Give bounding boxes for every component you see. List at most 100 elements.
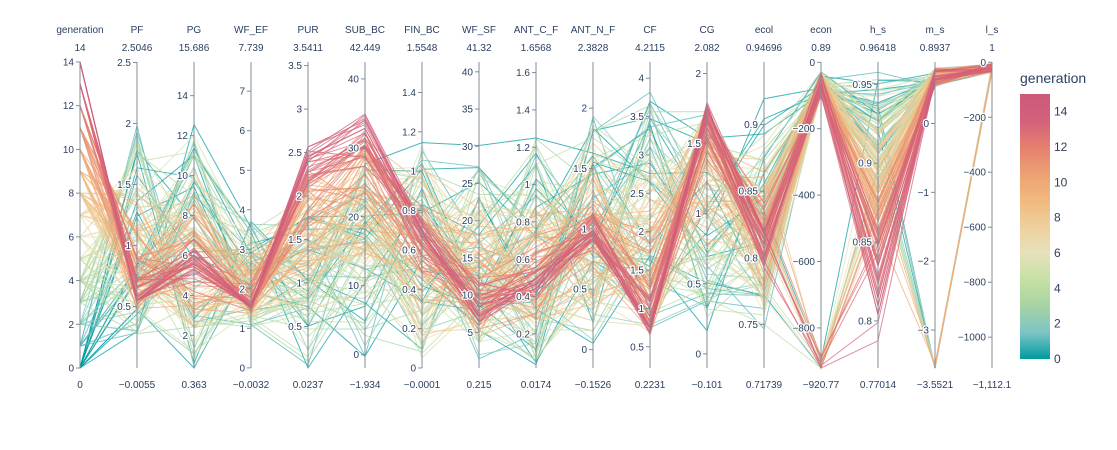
tick-label: 2 bbox=[695, 69, 701, 80]
tick-label: 3.5 bbox=[630, 112, 644, 123]
axis-min-label: −0.0032 bbox=[233, 380, 270, 391]
tick-label: 12 bbox=[63, 101, 75, 112]
tick-label: 0.8 bbox=[516, 217, 530, 228]
axis-max-label: 2.5046 bbox=[122, 43, 153, 54]
axis-min-label: 0.0237 bbox=[293, 380, 324, 391]
axis-min-label: 0.2231 bbox=[635, 380, 666, 391]
colorbar-tick-label: 2 bbox=[1054, 317, 1061, 331]
axis-generation: generation 14 00 2 4 6 8 10 12 14 bbox=[56, 25, 103, 391]
axis-min-label: 0.0174 bbox=[521, 380, 552, 391]
tick-label: 2.5 bbox=[288, 148, 302, 159]
tick-label: 2.5 bbox=[630, 189, 644, 200]
tick-label: 10 bbox=[177, 171, 189, 182]
tick-label: 0.5 bbox=[687, 279, 701, 290]
tick-label: 0 bbox=[923, 119, 929, 130]
tick-label: 0.8 bbox=[402, 206, 416, 217]
tick-label: 30 bbox=[462, 142, 474, 153]
tick-label: −800 bbox=[792, 323, 815, 334]
tick-label: 2 bbox=[581, 104, 587, 115]
tick-label: 0 bbox=[239, 363, 245, 374]
tick-label: 6 bbox=[68, 232, 74, 243]
tick-label: 3 bbox=[638, 150, 644, 161]
axis-max-label: 4.2115 bbox=[635, 43, 665, 54]
colorbar-tick-label: 6 bbox=[1054, 246, 1061, 260]
tick-label: 4 bbox=[239, 205, 245, 216]
axis-title: WF_EF bbox=[234, 25, 268, 36]
tick-label: 0.5 bbox=[288, 322, 302, 333]
axis-min-label: 0.77014 bbox=[860, 380, 897, 391]
tick-label: 1 bbox=[638, 304, 644, 315]
tick-label: 1 bbox=[239, 324, 245, 335]
tick-label: 1 bbox=[410, 167, 416, 178]
axis-title: econ bbox=[810, 25, 832, 36]
axis-ant-n-f: ANT_N_F 2.3828 −0.1526 0 0.5 1 1.5 2 bbox=[571, 25, 615, 391]
axis-max-label: 0.94696 bbox=[746, 43, 783, 54]
tick-label: 12 bbox=[177, 131, 189, 142]
axis-title: PUR bbox=[297, 25, 318, 36]
colorbar-tick-label: 8 bbox=[1054, 211, 1061, 225]
tick-label: −3 bbox=[918, 325, 930, 336]
axis-wf-sf: WF_SF 41.32 0.215 5 10 15 20 25 30 35 40 bbox=[461, 25, 496, 391]
tick-label: −1000 bbox=[958, 333, 987, 344]
tick-label: 7 bbox=[239, 87, 245, 98]
tick-label: 0.2 bbox=[402, 324, 416, 335]
colorbar-tick-label: 14 bbox=[1054, 105, 1068, 119]
colorbar-tick-label: 12 bbox=[1054, 140, 1068, 154]
tick-label: 0 bbox=[68, 364, 74, 375]
axis-max-label: 41.32 bbox=[466, 43, 491, 54]
colorbar: generation 0 2 4 6 8 10 12 14 bbox=[1020, 70, 1086, 366]
axis-ecol: ecol 0.94696 0.71739 0.75 0.8 0.85 0.9 bbox=[737, 25, 783, 391]
axis-max-label: 1.5548 bbox=[407, 43, 438, 54]
tick-label: −1 bbox=[918, 188, 930, 199]
tick-label: 2 bbox=[638, 227, 644, 238]
axis-fin-bc: FIN_BC 1.5548 −0.0001 0 0.2 0.4 0.6 0.8 1 1.2 1.4 bbox=[401, 25, 441, 391]
axis-min-label: −0.0001 bbox=[404, 380, 441, 391]
axis-m-s: m_s 0.8937 −3.5521 −3 −2 −1 0 bbox=[916, 25, 953, 391]
tick-label: 6 bbox=[182, 251, 188, 262]
tick-label: 0.85 bbox=[739, 187, 759, 198]
tick-label: −600 bbox=[792, 257, 815, 268]
axis-max-label: 0.8937 bbox=[920, 43, 951, 54]
axis-wf-ef: WF_EF 7.739 −0.0032 0 1 2 3 4 5 6 7 bbox=[233, 25, 270, 391]
colorbar-ticks: 0 2 4 6 8 10 12 14 bbox=[1054, 105, 1068, 366]
axis-ant-c-f: ANT_C_F 1.6568 0.0174 0.2 0.4 0.6 0.8 1 1.2 1.4 1.… bbox=[514, 25, 558, 391]
tick-label: 40 bbox=[462, 67, 474, 78]
tick-label: 1.2 bbox=[516, 143, 530, 154]
tick-label: 1.6 bbox=[516, 68, 530, 79]
tick-label: 1.2 bbox=[402, 127, 416, 138]
tick-label: 1.4 bbox=[402, 88, 416, 99]
tick-label: 0 bbox=[410, 363, 416, 374]
axis-title: FIN_BC bbox=[404, 25, 440, 36]
tick-label: 40 bbox=[348, 74, 360, 85]
tick-label: 0.9 bbox=[744, 120, 758, 131]
axis-pg: PG 15.686 0.363 2 4 6 8 10 12 14 bbox=[176, 25, 210, 391]
axis-pf: PF 2.5046 −0.0055 0.5 1 1.5 2 2.5 bbox=[116, 25, 156, 391]
axis-h-s: h_s 0.96418 0.77014 0.8 0.85 0.9 0.95 bbox=[851, 25, 897, 391]
axis-title: CF bbox=[643, 25, 656, 36]
axis-cf: CF 4.2115 0.2231 0.5 1 1.5 2 2.5 3 3.5 4 bbox=[629, 25, 666, 391]
tick-label: 5 bbox=[467, 328, 473, 339]
axis-max-label: 3.5411 bbox=[293, 43, 323, 54]
tick-label: 10 bbox=[462, 291, 474, 302]
tick-label: 3 bbox=[296, 105, 302, 116]
tick-label: 1.5 bbox=[573, 164, 587, 175]
tick-label: 10 bbox=[348, 281, 360, 292]
tick-label: 2 bbox=[182, 331, 188, 342]
axis-title: l_s bbox=[986, 25, 999, 36]
tick-label: 14 bbox=[177, 91, 189, 102]
tick-label: 0.9 bbox=[858, 159, 872, 170]
axis-max-label: 0.89 bbox=[811, 43, 831, 54]
tick-label: −800 bbox=[963, 278, 986, 289]
tick-label: 30 bbox=[348, 143, 360, 154]
axis-max-label: 1.6568 bbox=[521, 43, 552, 54]
axis-cg: CG 2.082 −0.101 0 0.5 1 1.5 2 bbox=[686, 25, 723, 391]
axis-min-label: 0 bbox=[77, 380, 83, 391]
tick-label: 35 bbox=[462, 105, 474, 116]
colorbar-gradient bbox=[1020, 94, 1050, 359]
tick-label: 1.5 bbox=[687, 139, 701, 150]
axis-sub-bc: SUB_BC 42.449 −1.934 0 10 20 30 40 bbox=[345, 25, 385, 391]
axis-title: PG bbox=[187, 25, 202, 36]
tick-label: 8 bbox=[68, 189, 74, 200]
tick-label: 0.4 bbox=[402, 285, 416, 296]
